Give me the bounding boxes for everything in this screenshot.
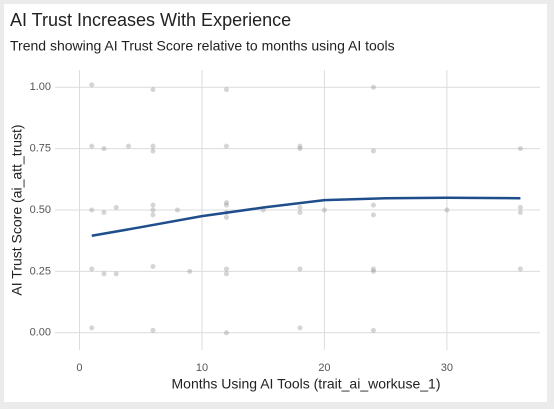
point — [89, 266, 95, 272]
point — [113, 205, 119, 211]
x-axis-label: Months Using AI Tools (trait_ai_workuse_… — [172, 376, 441, 392]
point — [370, 148, 376, 154]
point — [150, 202, 156, 208]
point — [223, 271, 229, 277]
x-tick-label: 20 — [318, 362, 330, 374]
point — [101, 271, 107, 277]
point — [297, 205, 303, 211]
point — [517, 209, 523, 215]
point — [187, 268, 193, 274]
point — [297, 266, 303, 272]
y-axis-label: AI Trust Score (ai_att_trust) — [9, 124, 25, 295]
point — [517, 205, 523, 211]
point — [89, 143, 95, 149]
trend-line — [91, 196, 521, 238]
point — [370, 212, 376, 218]
point — [89, 207, 95, 213]
point — [297, 325, 303, 331]
point — [150, 263, 156, 269]
y-tick-label: 1.00 — [30, 81, 51, 93]
x-tick-label: 0 — [76, 362, 82, 374]
point — [223, 143, 229, 149]
point — [150, 207, 156, 213]
point — [101, 209, 107, 215]
x-tick-label: 10 — [196, 362, 208, 374]
point — [150, 87, 156, 93]
chart-title: AI Trust Increases With Experience — [10, 10, 291, 30]
point — [223, 202, 229, 208]
point — [223, 330, 229, 336]
point — [297, 146, 303, 152]
y-tick-label: 0.25 — [30, 265, 51, 277]
point — [89, 325, 95, 331]
point — [517, 146, 523, 152]
point — [517, 266, 523, 272]
y-tick-label: 0.00 — [30, 327, 51, 339]
point — [150, 327, 156, 333]
point — [370, 84, 376, 90]
point — [444, 207, 450, 213]
point — [370, 202, 376, 208]
point — [223, 214, 229, 220]
point — [297, 209, 303, 215]
point — [223, 266, 229, 272]
point — [223, 87, 229, 93]
point — [174, 207, 180, 213]
point — [150, 212, 156, 218]
point — [297, 143, 303, 149]
y-tick-label: 0.75 — [30, 143, 51, 155]
point — [101, 146, 107, 152]
y-tick-label: 0.50 — [30, 204, 51, 216]
point — [150, 143, 156, 149]
point — [223, 200, 229, 206]
chart-subtitle: Trend showing AI Trust Score relative to… — [10, 38, 395, 54]
point — [150, 148, 156, 154]
point — [370, 266, 376, 272]
point — [125, 143, 131, 149]
point — [321, 207, 327, 213]
point — [370, 327, 376, 333]
x-tick-label: 30 — [441, 362, 453, 374]
point — [370, 268, 376, 274]
point — [89, 82, 95, 88]
point — [113, 271, 119, 277]
panel — [4, 4, 547, 402]
